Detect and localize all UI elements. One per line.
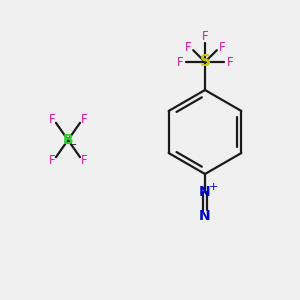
Text: F: F: [177, 56, 183, 68]
Text: F: F: [202, 31, 208, 44]
Text: F: F: [227, 56, 233, 68]
Text: N: N: [199, 185, 211, 199]
Text: F: F: [49, 154, 55, 167]
Text: F: F: [218, 41, 225, 54]
Text: N: N: [199, 209, 211, 223]
Text: +: +: [208, 182, 218, 192]
Text: F: F: [185, 41, 191, 54]
Text: F: F: [81, 113, 87, 126]
Text: F: F: [49, 113, 55, 126]
Text: F: F: [81, 154, 87, 167]
Text: B: B: [63, 133, 73, 147]
Text: −: −: [69, 140, 77, 150]
Text: S: S: [200, 55, 211, 70]
